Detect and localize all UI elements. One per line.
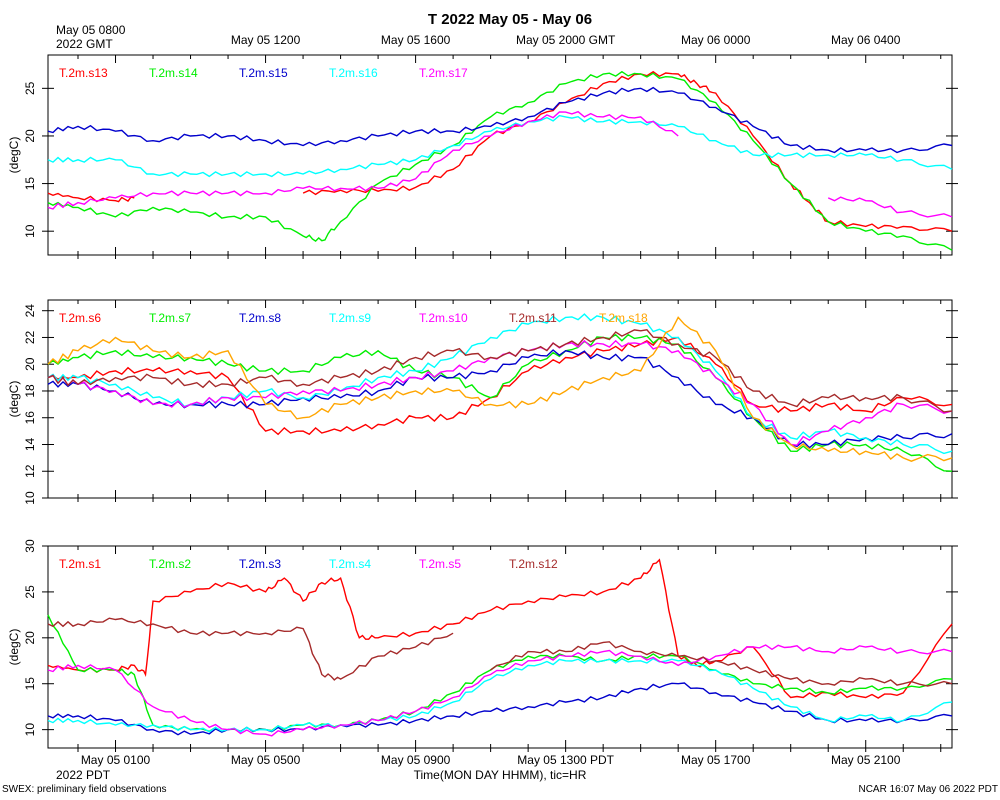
top-axis-label: May 05 1200	[231, 33, 301, 47]
top-axis-year-label: 2022 GMT	[56, 37, 113, 51]
y-tick-label: 10	[23, 491, 37, 505]
series-line-T.2m.s14	[47, 70, 953, 251]
series-line-T.2m.s2	[47, 614, 953, 733]
x-axis-title: Time(MON DAY HHMM), tic=HR	[414, 768, 587, 782]
legend-T.2m.s14: T.2m.s14	[149, 66, 198, 80]
bottom-axis-label: May 05 1300 PDT	[517, 753, 614, 767]
legend-T.2m.s6: T.2m.s6	[59, 311, 101, 325]
y-tick-label: 12	[23, 464, 37, 478]
figure-title: T 2022 May 05 - May 06	[428, 11, 592, 28]
series-line-T.2m.s4	[47, 657, 953, 733]
bottom-axis-year-label: 2022 PDT	[56, 768, 111, 782]
series-line-T.2m.s16	[47, 114, 953, 178]
series-line-T.2m.s11	[47, 329, 953, 413]
y-tick-label: 18	[23, 384, 37, 398]
legend-T.2m.s15: T.2m.s15	[239, 66, 288, 80]
y-tick-label: 22	[23, 330, 37, 344]
panel-frame	[47, 299, 953, 499]
series-line-T.2m.s13	[47, 70, 953, 232]
panel-2: 10 12 14 16 18 20 22 24 (degC) T.2m.s6 T.2m.s7 T.2m…	[7, 299, 958, 505]
y-tick-label: 20	[23, 357, 37, 371]
legend-T.2m.s7: T.2m.s7	[149, 311, 191, 325]
legend-T.2m.s4: T.2m.s4	[329, 557, 371, 571]
y-tick-label: 25	[23, 585, 37, 599]
legend-T.2m.s11: T.2m.s11	[509, 311, 557, 325]
series-line-T.2m.s18	[47, 316, 953, 462]
series-line-T.2m.s3	[47, 682, 953, 736]
legend-T.2m.s10: T.2m.s10	[419, 311, 468, 325]
y-tick-label: 15	[23, 677, 37, 691]
top-axis-label: May 06 0000	[681, 33, 751, 47]
bottom-axis-label: May 05 1700	[681, 753, 751, 767]
footer-note: SWEX: preliminary field observations	[2, 784, 167, 795]
bottom-axis-label: May 05 0100	[81, 753, 151, 767]
y-axis-title: (degC)	[7, 629, 21, 666]
legend-T.2m.s5: T.2m.s5	[419, 557, 461, 571]
top-axis-label: May 05 2000 GMT	[516, 33, 616, 47]
bottom-axis-label: May 05 2100	[831, 753, 901, 767]
legend-T.2m.s1: T.2m.s1	[59, 557, 101, 571]
y-tick-label: 10	[23, 723, 37, 737]
top-axis-label: May 05 1600	[381, 33, 451, 47]
y-tick-label: 30	[23, 539, 37, 553]
y-tick-label: 16	[23, 411, 37, 425]
series-line-T.2m.s6	[47, 336, 953, 436]
series-line-T.2m.s7	[47, 333, 953, 472]
series-line-T.2m.s1	[47, 558, 953, 699]
y-axis-title: (degC)	[7, 137, 21, 174]
legend-T.2m.s2: T.2m.s2	[149, 557, 191, 571]
panel-3: 10 15 20 25 30 (degC) T.2m.s1 T.2m.s2 T.2m.s3 T.2…	[7, 539, 958, 752]
series-line-T.2m.s17	[47, 110, 953, 218]
legend-T.2m.s12: T.2m.s12	[509, 557, 558, 571]
y-tick-label: 20	[23, 631, 37, 645]
panels: 10 15 20 25 (degC) T.2m.s13 T.2m.s14 T.2m.s15 T.…	[7, 54, 958, 752]
y-tick-label: 14	[23, 437, 37, 451]
panel-frame	[47, 54, 953, 256]
y-tick-label: 15	[23, 177, 37, 191]
y-tick-label: 20	[23, 129, 37, 143]
legend-T.2m.s17: T.2m.s17	[419, 66, 468, 80]
y-tick-label: 24	[23, 304, 37, 318]
top-axis-start-label: May 05 0800	[56, 23, 126, 37]
bottom-axis-label: May 05 0900	[381, 753, 451, 767]
y-tick-label: 10	[23, 224, 37, 238]
legend-T.2m.s9: T.2m.s9	[329, 311, 371, 325]
series-line-T.2m.s15	[47, 86, 953, 154]
legend-T.2m.s13: T.2m.s13	[59, 66, 108, 80]
top-time-axis: May 05 1200 May 05 1600 May 05 2000 GMT May…	[231, 33, 901, 47]
series-line-T.2m.s5	[47, 644, 953, 737]
legend-T.2m.s3: T.2m.s3	[239, 557, 281, 571]
top-axis-label: May 06 0400	[831, 33, 901, 47]
panel-frame	[47, 545, 953, 749]
legend-T.2m.s8: T.2m.s8	[239, 311, 281, 325]
y-axis-title: (degC)	[7, 381, 21, 418]
y-tick-label: 25	[23, 81, 37, 95]
bottom-time-axis: May 05 0100 May 05 0500 May 05 0900 May 05 …	[81, 753, 901, 767]
bottom-axis-label: May 05 0500	[231, 753, 301, 767]
series-line-T.2m.s12	[47, 617, 953, 687]
legend-T.2m.s16: T.2m.s16	[329, 66, 378, 80]
legend-T.2m.s18: T.2m.s18	[599, 311, 648, 325]
footer-credit: NCAR 16:07 May 06 2022 PDT	[858, 784, 998, 795]
panel-1: 10 15 20 25 (degC) T.2m.s13 T.2m.s14 T.2m.s15 T.…	[7, 54, 958, 259]
